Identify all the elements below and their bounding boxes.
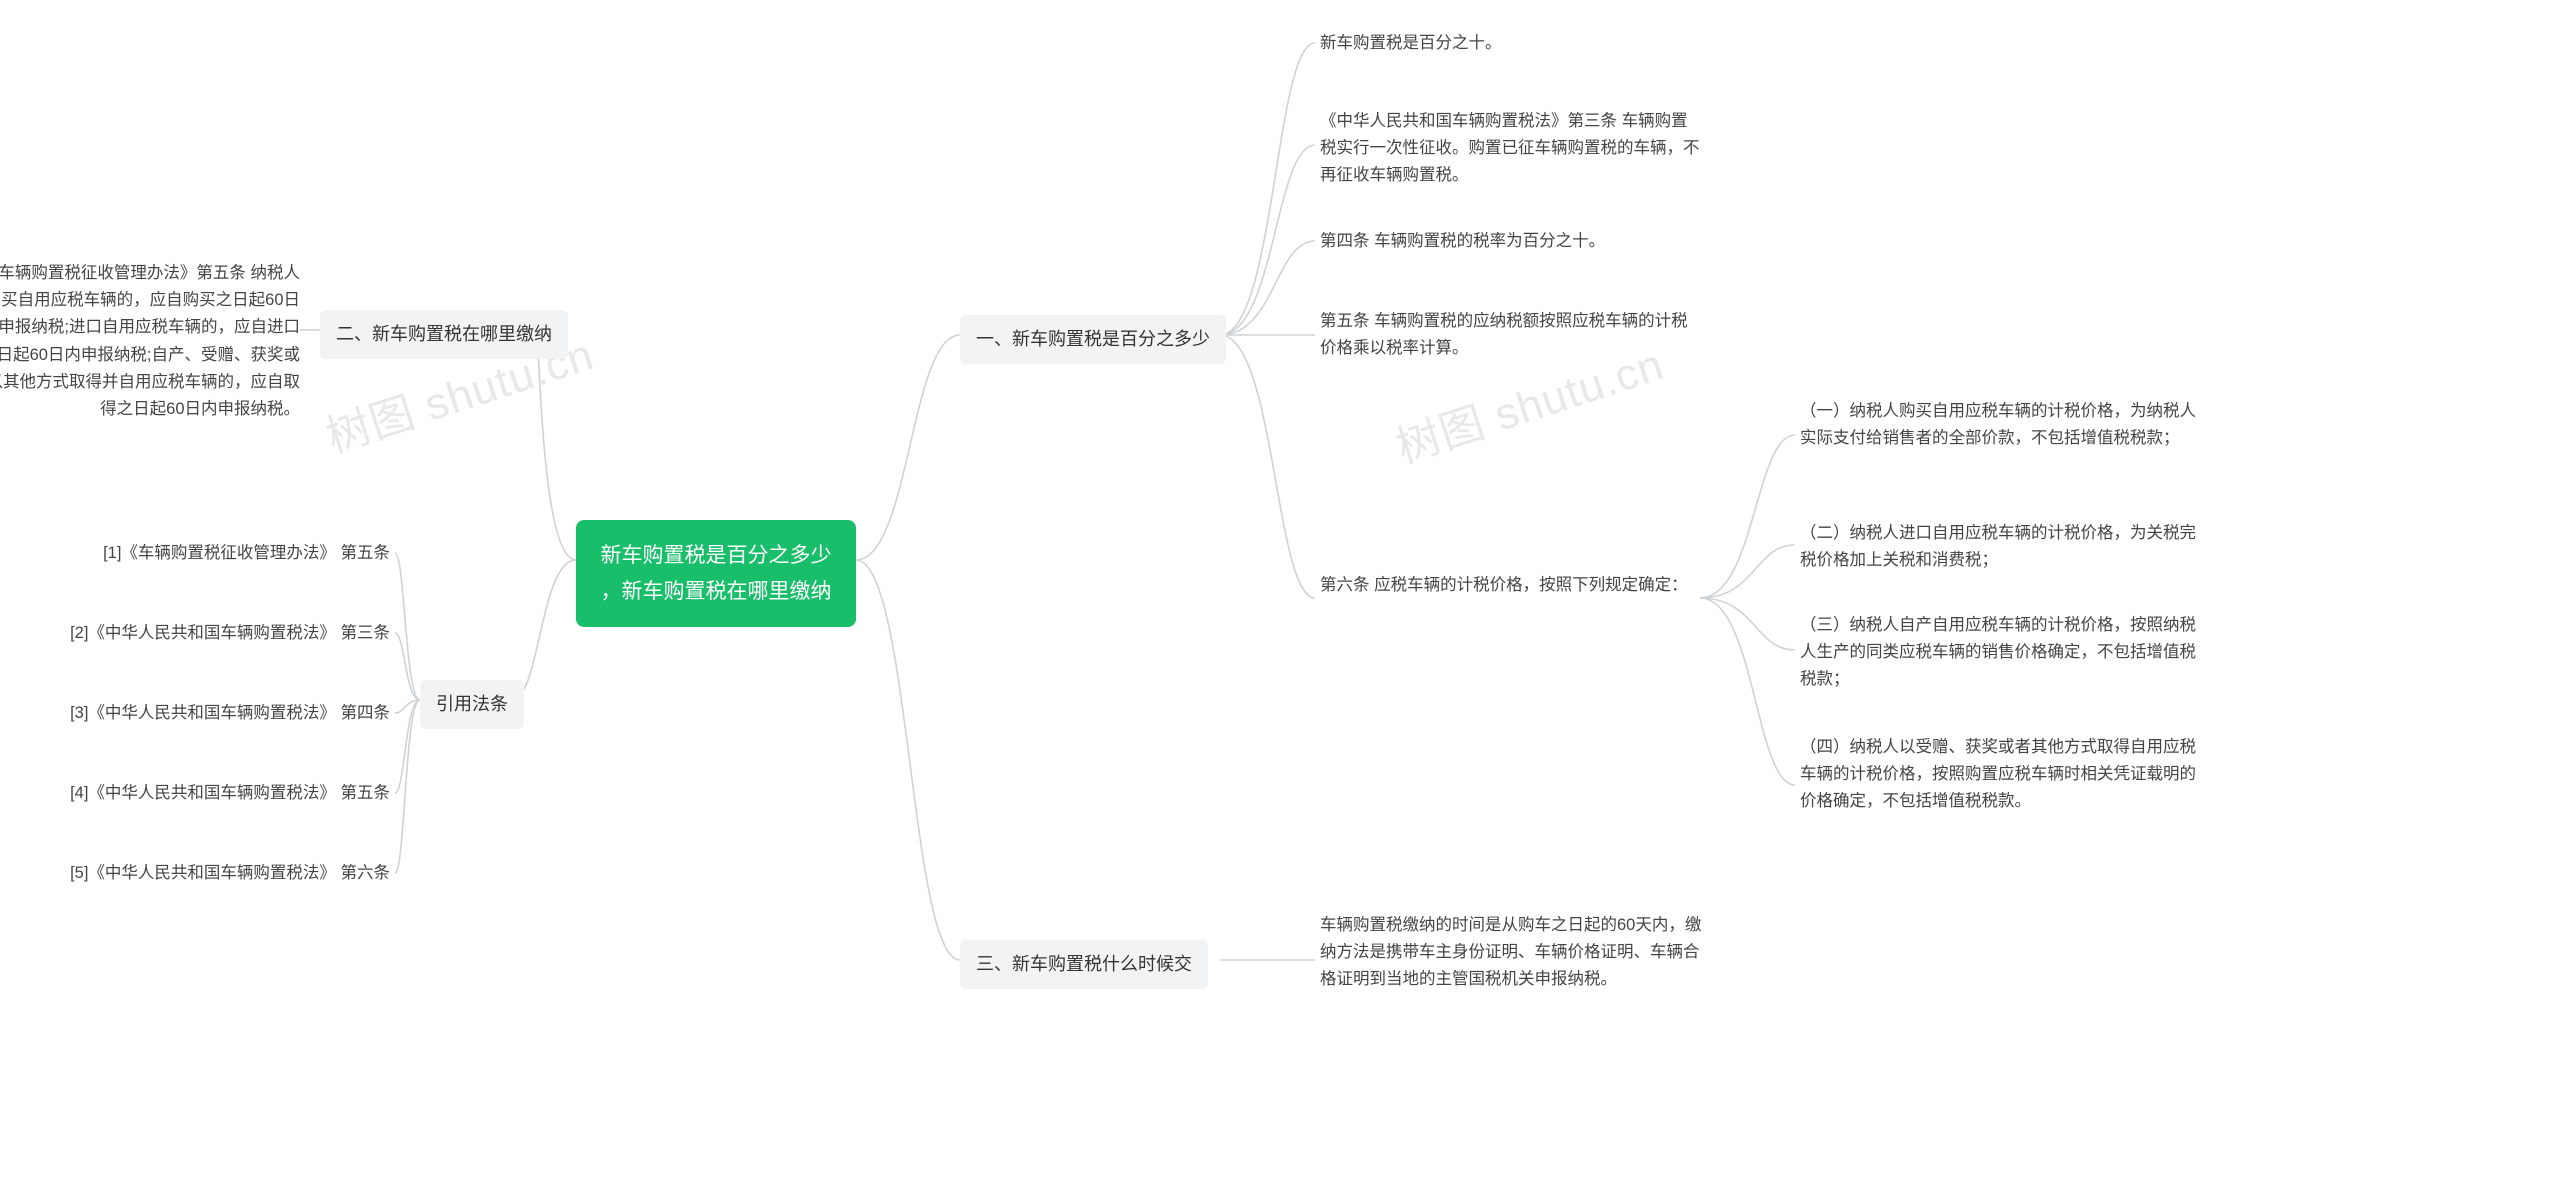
branch-section3: 三、新车购置税什么时候交 (960, 940, 1208, 989)
center-line2: ，新车购置税在哪里缴纳 (598, 574, 834, 610)
center-line1: 新车购置税是百分之多少 (598, 538, 834, 574)
leaf-s1-i4-s2: （三）纳税人自产自用应税车辆的计税价格，按照纳税人生产的同类应税车辆的销售价格确… (1800, 612, 2200, 694)
leaf-s1-i0: 新车购置税是百分之十。 (1320, 30, 1700, 57)
leaf-ref-0: [1]《车辆购置税征收管理办法》 第五条 (60, 540, 390, 567)
branch-section2: 二、新车购置税在哪里缴纳 (320, 310, 568, 359)
leaf-s3-body: 车辆购置税缴纳的时间是从购车之日起的60天内，缴纳方法是携带车主身份证明、车辆价… (1320, 912, 1710, 994)
leaf-s1-i4-lead: 第六条 应税车辆的计税价格，按照下列规定确定： (1320, 572, 1700, 599)
center-node: 新车购置税是百分之多少 ，新车购置税在哪里缴纳 (576, 520, 856, 627)
leaf-s1-i4-s3: （四）纳税人以受赠、获奖或者其他方式取得自用应税车辆的计税价格，按照购置应税车辆… (1800, 734, 2200, 816)
leaf-s1-i3: 第五条 车辆购置税的应纳税额按照应税车辆的计税价格乘以税率计算。 (1320, 308, 1700, 362)
leaf-ref-3: [4]《中华人民共和国车辆购置税法》 第五条 (10, 780, 390, 807)
leaf-ref-4: [5]《中华人民共和国车辆购置税法》 第六条 (10, 860, 390, 887)
branch-refs: 引用法条 (420, 680, 524, 729)
leaf-s1-i2: 第四条 车辆购置税的税率为百分之十。 (1320, 228, 1700, 255)
leaf-ref-2: [3]《中华人民共和国车辆购置税法》 第四条 (10, 700, 390, 727)
leaf-ref-1: [2]《中华人民共和国车辆购置税法》 第三条 (10, 620, 390, 647)
leaf-s1-i4-s1: （二）纳税人进口自用应税车辆的计税价格，为关税完税价格加上关税和消费税； (1800, 520, 2200, 574)
leaf-s1-i4-s0: （一）纳税人购买自用应税车辆的计税价格，为纳税人实际支付给销售者的全部价款，不包… (1800, 398, 2200, 452)
branch-section1: 一、新车购置税是百分之多少 (960, 315, 1226, 364)
leaf-s2-body: 《车辆购置税征收管理办法》第五条 纳税人购买自用应税车辆的，应自购买之日起60日… (0, 260, 300, 423)
leaf-s1-i1: 《中华人民共和国车辆购置税法》第三条 车辆购置税实行一次性征收。购置已征车辆购置… (1320, 108, 1700, 190)
connectors (0, 0, 2560, 1199)
